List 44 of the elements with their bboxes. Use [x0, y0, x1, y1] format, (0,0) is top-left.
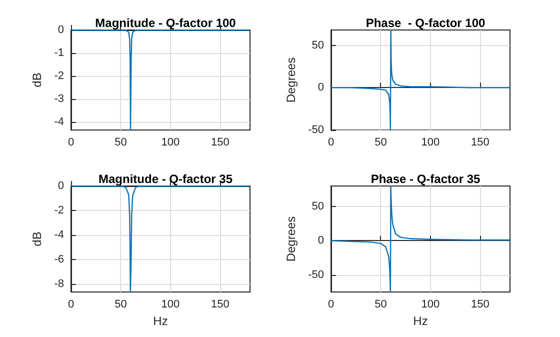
x-tick-label: 0 — [328, 136, 334, 148]
y-tick-label: 0 — [318, 82, 324, 94]
chart-title: Magnitude - Q-factor 35 — [98, 172, 233, 186]
x-tick-label: 0 — [68, 298, 74, 310]
y-tick-label: -1 — [54, 46, 64, 59]
chart-title: Magnitude - Q-factor 100 — [95, 16, 236, 30]
y-tick-label: -50 — [308, 268, 324, 281]
y-axis-title: dB — [30, 72, 44, 88]
y-axis-title: Degrees — [284, 57, 298, 103]
x-tick-label: 0 — [68, 136, 74, 148]
x-tick-label: 150 — [210, 136, 230, 148]
y-tick-label: -3 — [54, 92, 64, 105]
y-tick-label: -50 — [308, 124, 324, 136]
y-tick-label: 50 — [312, 200, 324, 213]
y-tick-label: 50 — [312, 39, 324, 52]
y-tick-label: 0 — [58, 180, 64, 192]
x-tick-label: 100 — [161, 136, 180, 148]
y-tick-label: -4 — [54, 116, 64, 128]
line-series — [330, 29, 511, 131]
x-tick-label: 150 — [210, 298, 230, 310]
y-tick-label: -2 — [54, 70, 64, 82]
x-tick-label: 0 — [328, 298, 334, 310]
y-tick-label: -6 — [54, 254, 64, 266]
chart-title: Phase - Q-factor 35 — [370, 172, 481, 186]
x-tick-label: 100 — [161, 298, 180, 310]
x-tick-label: 100 — [421, 298, 440, 310]
y-axis-title: dB — [30, 232, 44, 246]
x-tick-label: 50 — [374, 298, 387, 310]
x-axis-title: Hz — [153, 314, 168, 328]
x-axis-title: Hz — [413, 314, 428, 328]
y-axis-title: Degrees — [284, 216, 298, 262]
y-tick-label: -8 — [54, 278, 64, 290]
y-tick-label: -4 — [54, 229, 64, 242]
x-tick-label: 50 — [114, 136, 127, 148]
x-tick-label: 150 — [470, 298, 490, 310]
y-tick-label: -2 — [54, 204, 64, 217]
x-tick-label: 150 — [470, 136, 490, 148]
y-tick-label: 0 — [318, 234, 324, 247]
x-tick-label: 50 — [114, 298, 127, 310]
x-tick-label: 50 — [374, 136, 387, 148]
line-series — [330, 185, 511, 293]
chart-title: Phase - Q-factor 100 — [366, 16, 486, 30]
y-tick-label: 0 — [58, 24, 64, 36]
x-tick-label: 100 — [421, 136, 440, 148]
